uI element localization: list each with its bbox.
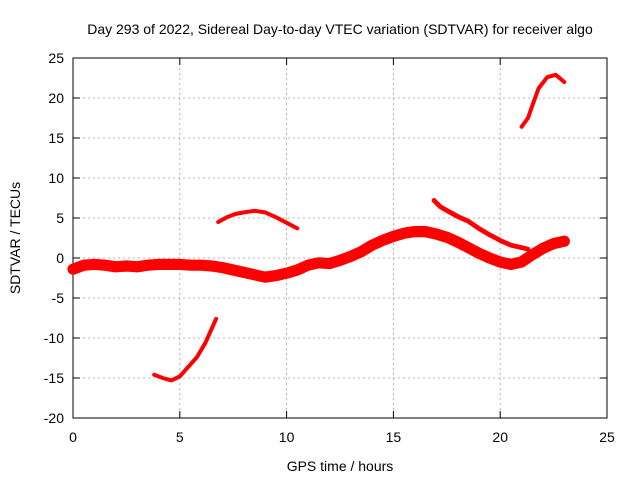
y-axis-label: SDTVAR / TECUs [7,182,23,294]
y-tick-label: 20 [48,90,64,106]
plot-frame [72,57,608,419]
y-tick-label: -5 [52,290,65,306]
y-tick-label: 10 [48,170,64,186]
x-tick-label: 10 [279,429,295,445]
series-layer [67,72,570,383]
chart-title: Day 293 of 2022, Sidereal Day-to-day VTE… [87,21,593,37]
y-tick-label: -15 [44,370,64,386]
series-high-end-track [519,72,567,129]
series-late-upper-track [431,198,531,252]
y-tick-label: 5 [56,210,64,226]
y-tick-label: 15 [48,130,64,146]
x-tick-label: 15 [386,429,402,445]
series-afternoon-arc [216,208,300,231]
x-tick-label: 0 [69,429,77,445]
x-axis-label: GPS time / hours [287,458,394,474]
y-tick-label: -10 [44,330,64,346]
series-main-track [67,226,570,283]
x-tick-label: 20 [492,429,508,445]
y-tick-label: 25 [48,50,64,66]
series-low-dip-track [152,316,219,383]
x-tick-label: 25 [599,429,615,445]
x-tick-label: 5 [176,429,184,445]
y-tick-label: -20 [44,410,64,426]
tick-layer: 0 5 10 15 20 25 -20 -15 -10 -5 0 5 10 15 20 25 [44,50,615,445]
y-tick-label: 0 [56,250,64,266]
